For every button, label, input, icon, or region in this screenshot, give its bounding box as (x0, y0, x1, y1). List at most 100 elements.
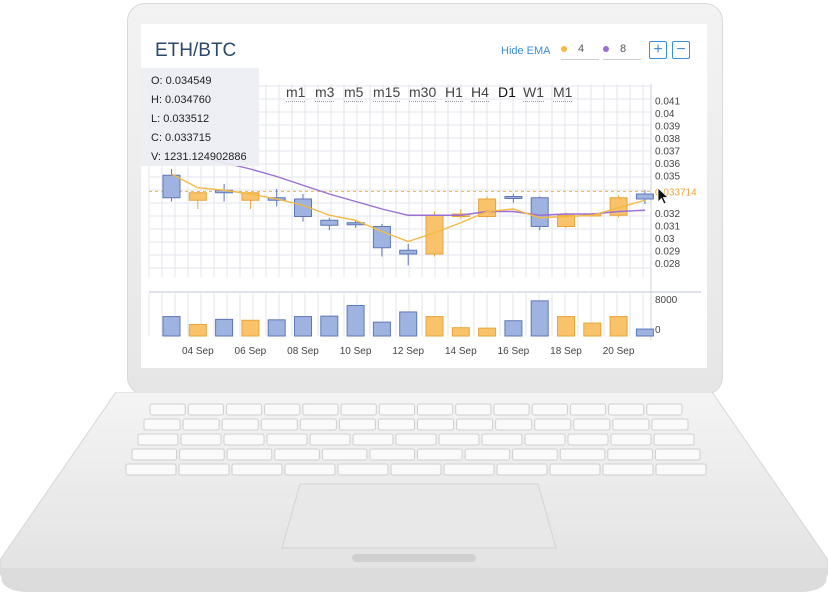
volume-bar (320, 315, 339, 337)
keyboard-key (567, 433, 609, 446)
keyboard-key (223, 433, 265, 446)
date-tick-label: 10 Sep (340, 346, 372, 357)
timeframe-m30[interactable]: m30 (409, 84, 437, 102)
ema-8-field[interactable]: 8 (603, 43, 641, 60)
volume-bar (635, 328, 654, 337)
keyboard-key (321, 448, 368, 461)
price-tick-label: 0.039 (655, 121, 680, 132)
date-tick-label: 20 Sep (603, 346, 635, 357)
keyboard-key (395, 433, 437, 446)
timeframe-m1[interactable]: m1 (286, 84, 306, 102)
keyboard-key (187, 403, 224, 416)
volume-bar (478, 327, 497, 337)
volume-tick-label: 8000 (655, 295, 678, 306)
ohlc-low: L: 0.033512 (151, 113, 210, 125)
keyboard-key (495, 418, 533, 431)
keyboard-key (417, 418, 455, 431)
keyboard-key (493, 403, 530, 416)
keyboard-key (221, 418, 259, 431)
zoom-out-button[interactable]: − (672, 41, 690, 59)
price-tick-label: 0.037 (655, 146, 680, 157)
date-tick-label: 18 Sep (550, 346, 582, 357)
ema-4-field[interactable]: 4 (561, 43, 599, 60)
zoom-in-button[interactable]: + (649, 41, 667, 59)
price-tick-label: 0.035 (655, 171, 680, 182)
keyboard-key (143, 418, 181, 431)
timeframe-d1[interactable]: D1 (498, 84, 516, 100)
candle-body (188, 192, 207, 201)
volume-bar (399, 311, 418, 337)
date-tick-label: 14 Sep (445, 346, 477, 357)
ohlc-high: H: 0.034760 (151, 94, 211, 106)
keyboard-keys (125, 403, 707, 476)
keyboard-key (266, 433, 308, 446)
keyboard-key (352, 433, 394, 446)
keyboard-key (231, 463, 283, 476)
candle-body (399, 249, 418, 255)
date-tick-label: 04 Sep (182, 346, 214, 357)
ohlc-panel: O: 0.034549 H: 0.034760 L: 0.033512 C: 0… (141, 68, 259, 166)
keyboard-key (654, 448, 701, 461)
ema-4-value: 4 (578, 43, 585, 55)
keyboard-key (417, 448, 463, 461)
timeframe-h1[interactable]: H1 (445, 84, 463, 102)
timeframe-h4[interactable]: H4 (471, 84, 489, 102)
volume-bar (162, 316, 181, 337)
candle-body (372, 226, 391, 249)
candle-body (162, 174, 181, 199)
minus-icon: − (676, 41, 686, 58)
keyboard-key (569, 403, 607, 416)
keyboard-key (612, 418, 650, 431)
keyboard-key (260, 418, 298, 431)
volume-tick-label: 0 (655, 325, 661, 336)
volume-bar (451, 327, 470, 337)
volume-bar (241, 319, 260, 337)
volume-bar (530, 300, 549, 337)
keyboard-key (456, 418, 494, 431)
keyboard-key (531, 403, 568, 416)
keyboard-key (299, 418, 337, 431)
date-tick-label: 06 Sep (235, 346, 267, 357)
timeframe-m3[interactable]: m3 (315, 84, 335, 102)
price-tick-label: 0.028 (655, 259, 680, 270)
volume-bar (215, 318, 234, 337)
timeframe-m5[interactable]: m5 (344, 84, 364, 102)
keyboard-key (225, 403, 263, 416)
keyboard-key (559, 448, 606, 461)
ema-4-line (171, 173, 646, 243)
keyboard-key (610, 433, 652, 446)
keyboard-key (226, 448, 273, 461)
keyboard-key (309, 433, 351, 446)
keyboard-key (302, 403, 339, 416)
candle-body (635, 193, 654, 200)
price-tick-label: 0.04 (655, 109, 675, 120)
price-tick-label: 0.03 (655, 234, 675, 245)
ohlc-volume: V: 1231.124902886 (151, 151, 247, 163)
timeframe-w1[interactable]: W1 (523, 84, 544, 102)
hide-ema-button[interactable]: Hide EMA (501, 45, 551, 57)
keyboard-key (417, 403, 454, 416)
timeframe-m15[interactable]: m15 (373, 84, 401, 102)
date-tick-label: 08 Sep (287, 346, 319, 357)
keyboard-key (149, 403, 186, 416)
laptop-base (0, 392, 828, 598)
volume-bar (346, 304, 365, 337)
price-tick-label: 0.041 (655, 96, 680, 107)
keyboard-key (180, 433, 222, 446)
keyboard-key (137, 433, 179, 446)
price-tick-label: 0.029 (655, 246, 680, 257)
volume-bar (294, 316, 312, 337)
keyboard-key (608, 403, 645, 416)
price-tick-label: 0.032 (655, 209, 680, 220)
keyboard-key (337, 463, 389, 476)
keyboard-key (464, 448, 511, 461)
ema-8-value: 8 (620, 43, 627, 55)
keyboard-key (274, 448, 320, 461)
candle-body (320, 219, 339, 226)
keyboard-key (549, 463, 601, 476)
timeframe-m1[interactable]: M1 (553, 84, 573, 102)
volume-bar (372, 321, 391, 337)
keyboard-key (264, 403, 301, 416)
keyboard-key (377, 418, 415, 431)
date-tick-label: 16 Sep (498, 346, 530, 357)
